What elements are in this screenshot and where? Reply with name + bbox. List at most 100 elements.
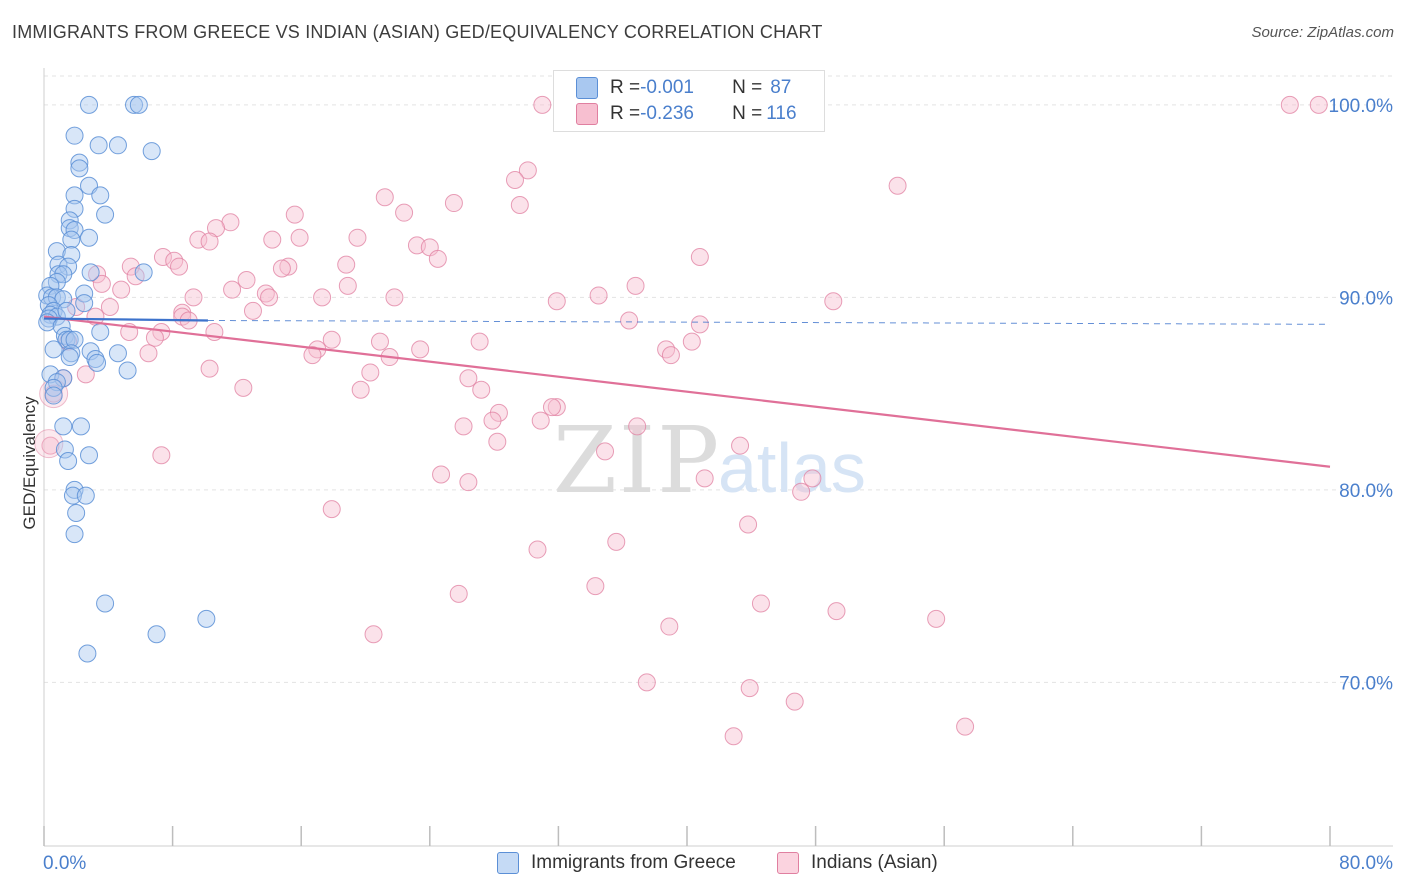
point-greece (129, 95, 148, 114)
point-greece (63, 486, 82, 505)
chart-source: Source: ZipAtlas.com (1251, 24, 1394, 41)
point-indian (470, 332, 489, 351)
point-indian (88, 265, 107, 284)
point-indian (739, 515, 758, 534)
point-greece (62, 230, 81, 249)
point-indian (785, 692, 804, 711)
gridlines (44, 75, 1393, 683)
point-indian (542, 398, 561, 417)
point-greece (81, 263, 100, 282)
point-indian (385, 288, 404, 307)
point-indian (682, 332, 701, 351)
point-indian (927, 609, 946, 628)
trendline-indian (43, 315, 1331, 468)
watermark-atlas: atlas (718, 429, 866, 507)
point-indian (547, 398, 566, 417)
point-indian (751, 594, 770, 613)
point-greece (65, 186, 84, 205)
point-indian (313, 288, 332, 307)
legend-label-greece: Immigrants from Greece (531, 852, 736, 873)
point-indian (303, 346, 322, 365)
legend-label-indian: Indians (Asian) (811, 852, 938, 873)
point-indian (290, 228, 309, 247)
point-indian (337, 255, 356, 274)
point-greece (80, 228, 99, 247)
point-indian (660, 617, 679, 636)
point-indian (76, 365, 95, 384)
point-indian (661, 346, 680, 365)
point-indian (589, 286, 608, 305)
point-indian (459, 369, 478, 388)
point-indian (200, 359, 219, 378)
point-indian (112, 280, 131, 299)
point-indian (348, 228, 367, 247)
point-indian (528, 540, 547, 559)
point-indian (657, 340, 676, 359)
point-greece (55, 440, 74, 459)
point-indian (596, 442, 615, 461)
point-indian (370, 332, 389, 351)
point-greece (89, 136, 108, 155)
point-indian (237, 271, 256, 290)
point-greece (67, 503, 86, 522)
point-indian (449, 584, 468, 603)
point-indian (740, 679, 759, 698)
point-indian (92, 274, 111, 293)
point-greece (44, 386, 63, 405)
point-indian (364, 625, 383, 644)
point-greece (60, 348, 79, 367)
point-indian (620, 311, 639, 330)
watermark-zip: ZIP (553, 407, 721, 514)
point-indian (637, 673, 656, 692)
point-indian (34, 429, 64, 459)
point-indian (170, 257, 189, 276)
point-indian (626, 276, 645, 295)
point-indian (152, 446, 171, 465)
point-indian (1309, 95, 1328, 114)
legend-swatch-greece (497, 852, 519, 874)
point-indian (803, 469, 822, 488)
point-greece (57, 301, 76, 320)
point-indian (351, 380, 370, 399)
point-greece (96, 594, 115, 613)
y-tick-label: 70.0% (1339, 673, 1393, 694)
point-greece (59, 452, 78, 470)
point-greece (91, 323, 110, 342)
stats-row-greece: R = -0.001 N = 87 (576, 75, 791, 101)
point-indian (690, 315, 709, 334)
point-greece (147, 625, 166, 644)
point-indian (263, 230, 282, 249)
point-greece (47, 242, 66, 261)
point-indian (223, 280, 242, 299)
point-greece (91, 186, 110, 205)
stats-n-value: 87 (770, 77, 792, 98)
stats-n-value: 116 (766, 103, 797, 124)
point-greece (70, 153, 89, 172)
point-greece (88, 353, 107, 372)
point-indian (489, 403, 508, 422)
stats-swatch-indian (576, 103, 598, 125)
x-tick-label-max: 80.0% (1339, 853, 1393, 874)
stats-r-value: -0.236 (640, 103, 694, 124)
series-greece-points (38, 95, 216, 663)
point-indian (1280, 95, 1299, 114)
point-greece (44, 340, 63, 359)
point-greece (108, 136, 127, 155)
point-indian (243, 301, 262, 320)
legend-item-greece: Immigrants from Greece (497, 852, 736, 874)
point-indian (139, 344, 158, 363)
point-greece (96, 205, 115, 224)
point-greece (80, 95, 99, 114)
stats-r-value: -0.001 (640, 77, 694, 98)
y-tick-label: 90.0% (1339, 288, 1393, 309)
point-greece (80, 446, 99, 465)
point-indian (200, 232, 219, 251)
stats-row-indian: R = -0.236 N = 116 (576, 101, 797, 127)
stats-n-label: N = (732, 77, 763, 98)
y-tick-label: 80.0% (1339, 481, 1393, 502)
point-indian (395, 203, 414, 222)
y-tick-label: 100.0% (1329, 96, 1394, 117)
point-indian (488, 432, 507, 451)
point-indian (724, 727, 743, 746)
